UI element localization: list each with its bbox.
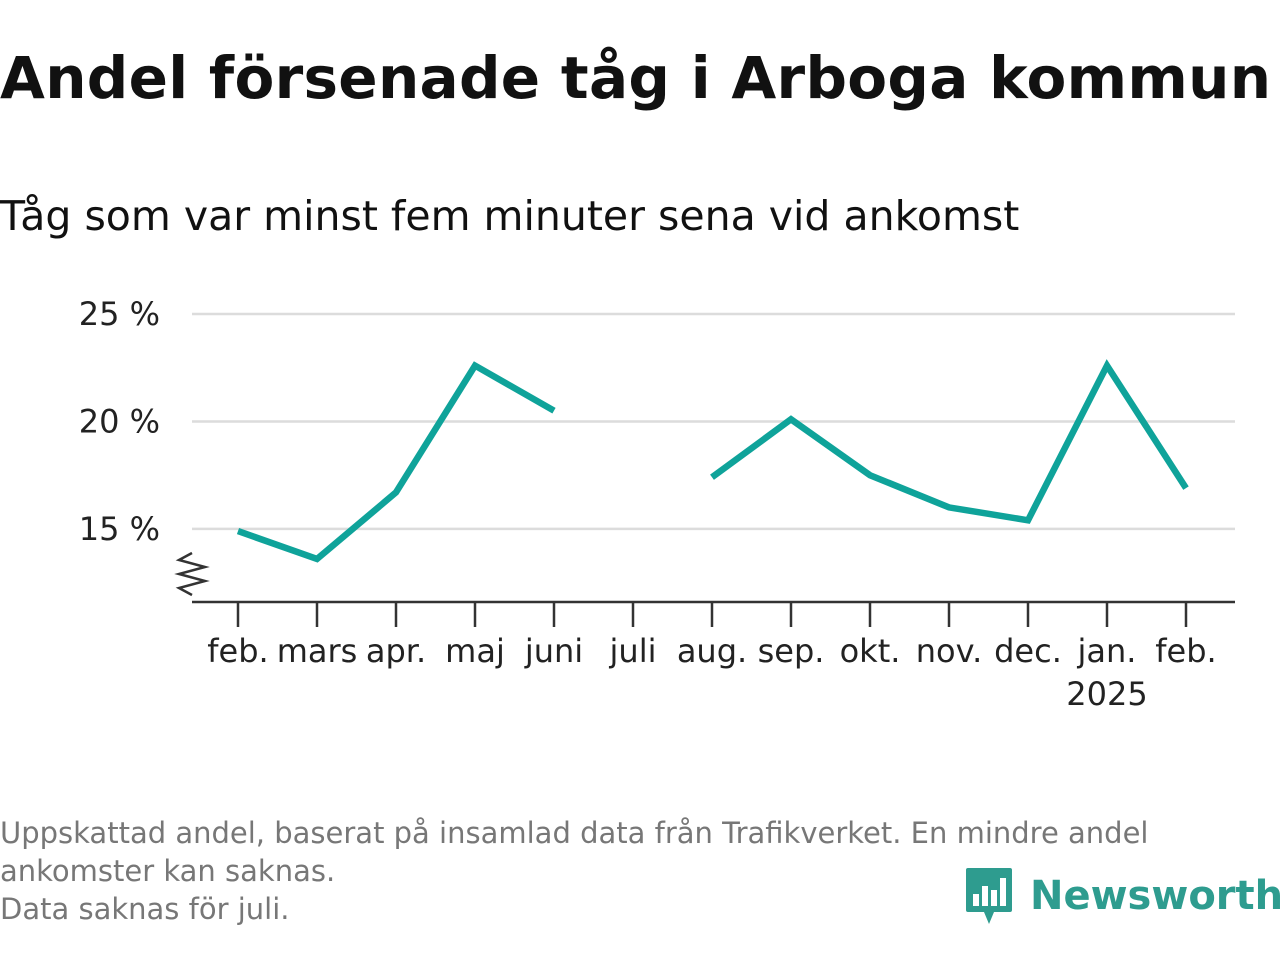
- x-axis-labels: feb. mars apr. maj juni juli aug. sep. okt. nov. d…: [207, 632, 1216, 713]
- series-line: [236, 361, 556, 563]
- y-tick-label: 20 %: [79, 402, 160, 440]
- x-tick-label: feb.: [207, 632, 268, 670]
- y-tick-label: 25 %: [79, 295, 160, 333]
- x-axis: [174, 551, 1235, 627]
- x-tick-label: apr.: [366, 632, 426, 670]
- series-lines: [236, 359, 1189, 563]
- x-tick-label: juni: [524, 632, 583, 670]
- y-axis-break-icon: [174, 551, 210, 597]
- series-line: [710, 359, 1189, 524]
- x-tick-label: feb.: [1155, 632, 1216, 670]
- x-tick-label: maj: [445, 632, 505, 670]
- grid-lines: [192, 312, 1235, 531]
- newsworthy-logo: Newsworthy: [964, 864, 1280, 928]
- x-tick-label: mars: [277, 632, 358, 670]
- footnote: Uppskattad andel, baserat på insamlad da…: [0, 814, 1270, 928]
- footnote-line-missing-july: Data saknas för juli.: [0, 892, 290, 926]
- x-tick-label: dec.: [994, 632, 1062, 670]
- footnote-line-source: Uppskattad andel, baserat på insamlad da…: [0, 816, 1149, 850]
- chart-subtitle: Tåg som var minst fem minuter sena vid a…: [0, 192, 1020, 240]
- x-tick-label: okt.: [840, 632, 901, 670]
- x-tick-label: jan.: [1077, 632, 1137, 670]
- bar-chart-speech-bubble-icon: [966, 868, 1012, 924]
- x-tick-label: aug.: [677, 632, 747, 670]
- line-chart: 15 %20 %25 % feb. mars apr. maj juni juli aug.…: [79, 295, 1235, 713]
- footnote-line-missing-arrivals: ankomster kan saknas.: [0, 854, 336, 888]
- x-tick-label: nov.: [916, 632, 982, 670]
- x-tick-label: sep.: [758, 632, 825, 670]
- x-tick-label: juli: [609, 632, 657, 670]
- y-tick-label: 15 %: [79, 510, 160, 548]
- chart-title: Andel försenade tåg i Arboga kommun: [0, 44, 1272, 112]
- y-axis-labels: 15 % 20 % 25 %: [79, 295, 160, 548]
- x-year-label: 2025: [1066, 675, 1147, 713]
- brand-name: Newsworthy: [1030, 873, 1280, 919]
